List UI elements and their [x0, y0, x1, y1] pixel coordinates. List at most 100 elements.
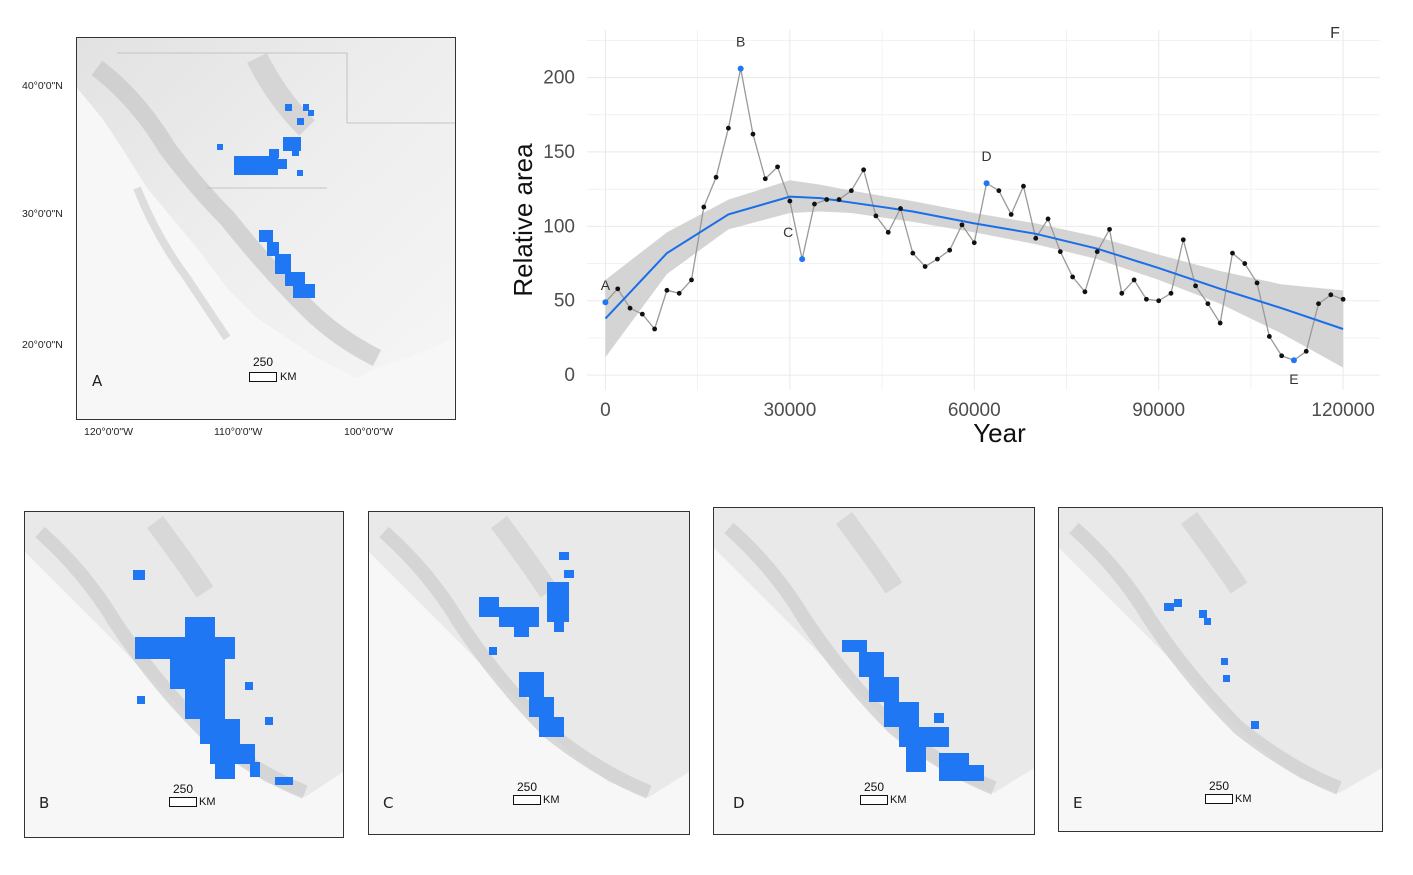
data-point [824, 197, 830, 202]
map-c-scale-bar [513, 795, 541, 805]
scale-bar [249, 372, 277, 382]
data-point [1144, 296, 1149, 302]
data-point [873, 213, 879, 219]
data-point [898, 206, 903, 211]
map-d-scale-unit: KM [890, 794, 907, 806]
range-cells-b [133, 570, 293, 785]
map-b-canvas [25, 512, 343, 837]
point-label-d: D [982, 148, 992, 164]
point-label-c: C [783, 224, 793, 240]
lon-label-120: 120°0'0"W [84, 426, 134, 438]
map-c-scale-value: 250 [517, 780, 538, 794]
data-point [1316, 301, 1321, 307]
data-point [1168, 290, 1174, 296]
y-axis-label: Relative area [508, 143, 538, 297]
data-point [1119, 290, 1125, 296]
data-point [652, 326, 658, 332]
data-point [812, 201, 817, 207]
chart-panel-letter: F [1330, 25, 1340, 42]
y-tick-label: 200 [543, 68, 575, 89]
point-label-e: E [1289, 371, 1298, 387]
data-point [861, 167, 867, 173]
range-cells-a [217, 104, 315, 298]
data-point [934, 256, 940, 262]
map-d-scale-value: 250 [864, 780, 885, 794]
map-b-scale-unit: KM [199, 796, 216, 808]
map-b-letter: B [39, 794, 50, 812]
data-point [959, 222, 965, 228]
data-point [1021, 183, 1026, 189]
data-point [762, 176, 768, 182]
scale-unit: KM [280, 371, 297, 383]
data-point [787, 198, 793, 204]
data-point [1057, 249, 1063, 255]
data-point [947, 247, 953, 253]
map-e-canvas [1059, 508, 1382, 831]
x-tick-label: 30000 [763, 400, 816, 421]
data-point [1242, 261, 1248, 266]
data-point [701, 204, 707, 210]
lat-label-20: 20°0'0"N [22, 339, 63, 351]
y-tick-label: 0 [564, 365, 575, 386]
highlight-point-e [1290, 357, 1297, 364]
data-point [713, 174, 719, 180]
map-b-scale-bar [169, 797, 197, 807]
map-d-letter: D [733, 794, 745, 812]
data-point [1131, 277, 1137, 283]
data-point [1033, 235, 1039, 241]
map-panel-b: B 250 KM [24, 511, 344, 838]
data-point [1279, 353, 1285, 359]
x-tick-label: 0 [600, 400, 611, 421]
data-point [725, 125, 731, 131]
range-cells-c [479, 552, 574, 737]
data-point [1070, 274, 1076, 280]
data-point [1180, 237, 1186, 243]
map-b-scale-value: 250 [173, 782, 194, 796]
map-d-scale-bar [860, 795, 888, 805]
data-point [775, 164, 780, 170]
data-point [1193, 283, 1198, 289]
highlight-point-a [602, 299, 609, 306]
range-cells-d [842, 640, 984, 781]
lon-label-110: 110°0'0"W [214, 426, 263, 438]
mountain-shading [91, 60, 382, 367]
data-point [1045, 216, 1051, 222]
baja-peninsula [133, 186, 231, 341]
point-label-a: A [601, 277, 611, 293]
relative-area-chart: A B C D E 0 30000 60000 90000 120000 0 50 100 150 200 Y… [508, 25, 1380, 448]
highlight-point-c [799, 256, 806, 263]
data-point [1082, 289, 1088, 295]
map-e-scale-value: 250 [1209, 779, 1230, 793]
data-point [615, 286, 621, 292]
map-c-letter: C [383, 794, 394, 812]
data-point [689, 277, 694, 283]
map-c-canvas [369, 512, 689, 834]
border-lines [117, 52, 455, 189]
data-point [1156, 298, 1162, 304]
map-c-scale-unit: KM [543, 794, 560, 806]
data-point [676, 290, 682, 296]
y-tick-label: 100 [543, 216, 575, 237]
highlight-point-b [737, 65, 744, 72]
x-tick-label: 120000 [1311, 400, 1374, 421]
y-tick-label: 50 [554, 291, 575, 312]
data-point [1340, 296, 1346, 302]
data-point [1217, 320, 1223, 326]
data-point [1254, 280, 1260, 286]
data-point [1205, 301, 1211, 307]
data-point [971, 240, 977, 246]
map-panel-d: D 250 KM [713, 507, 1035, 835]
lat-label-40: 40°0'0"N [22, 80, 63, 92]
data-point [922, 264, 928, 269]
data-point [996, 188, 1002, 194]
x-tick-label: 60000 [948, 400, 1001, 421]
trend-line [604, 195, 1344, 330]
map-a-canvas [77, 38, 455, 419]
point-label-b: B [736, 34, 745, 50]
range-cells-e [1164, 599, 1259, 729]
data-point [885, 229, 891, 235]
map-panel-a: A 250 KM [76, 37, 456, 420]
map-d-canvas [714, 508, 1034, 834]
data-point [910, 250, 916, 256]
data-point [836, 197, 842, 202]
